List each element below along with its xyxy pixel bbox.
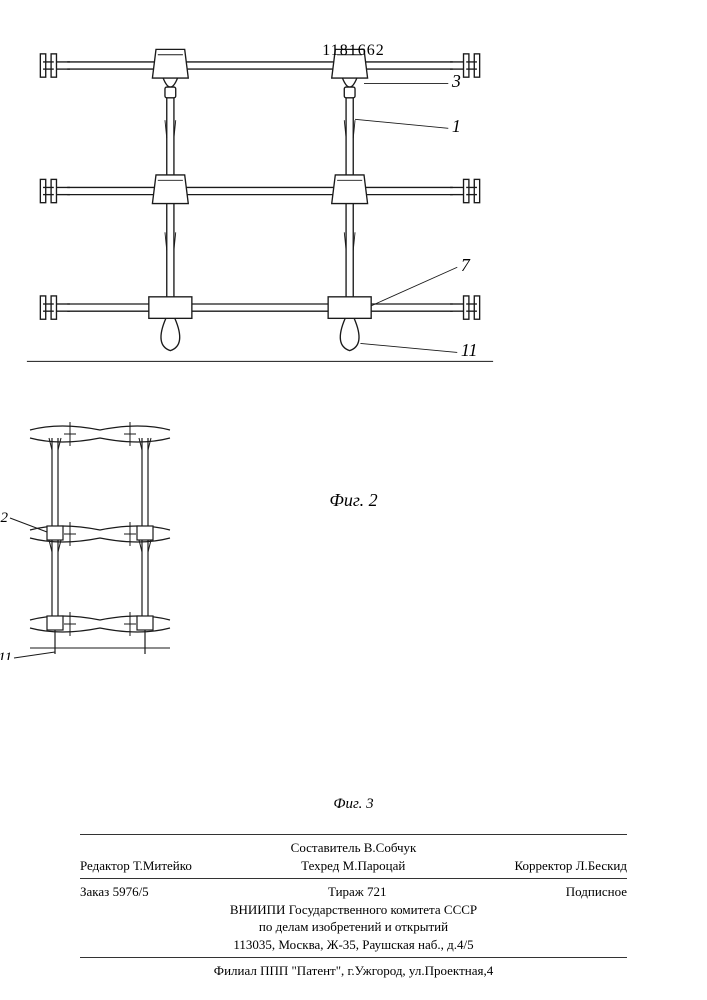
- figure-2-frame: 3 1 7 11: [0, 0, 520, 400]
- techred-name: М.Пароцай: [343, 858, 406, 873]
- editor-label: Редактор: [80, 858, 130, 873]
- tirazh-label: Тираж: [328, 884, 364, 899]
- compiler-name: В.Собчук: [364, 840, 417, 855]
- figure-3-svg: 2 11: [0, 400, 200, 660]
- document-number: 1181662: [0, 42, 707, 60]
- order-label: Заказ: [80, 884, 109, 899]
- subscription: Подписное: [566, 883, 627, 901]
- corrector-name: Л.Бескид: [576, 858, 627, 873]
- svg-text:7: 7: [461, 255, 471, 275]
- org-line-2: по делам изобретений и открытий: [80, 918, 627, 936]
- figure-3-frame: 2 11: [0, 400, 200, 660]
- divider: [80, 834, 627, 835]
- org-address: 113035, Москва, Ж-35, Раушская наб., д.4…: [80, 936, 627, 954]
- figure-2-caption: Фиг. 2: [0, 490, 707, 511]
- figure-3-caption: Фиг. 3: [0, 796, 707, 813]
- divider: [80, 878, 627, 879]
- order-value: 5976/5: [113, 884, 149, 899]
- svg-text:1: 1: [452, 116, 461, 136]
- tirazh-value: 721: [367, 884, 387, 899]
- svg-text:3: 3: [451, 71, 461, 91]
- techred-label: Техред: [301, 858, 339, 873]
- figure-2-svg: 3 1 7 11: [0, 0, 520, 400]
- corrector-label: Корректор: [514, 858, 572, 873]
- colophon-block: Составитель В.Собчук Редактор Т.Митейко …: [80, 830, 627, 980]
- svg-text:2: 2: [1, 510, 9, 526]
- compiler-label: Составитель: [291, 840, 361, 855]
- editor-name: Т.Митейко: [133, 858, 192, 873]
- divider: [80, 957, 627, 958]
- org-line-1: ВНИИПИ Государственного комитета СССР: [80, 901, 627, 919]
- svg-text:11: 11: [0, 650, 12, 660]
- svg-text:11: 11: [461, 340, 478, 360]
- branch-line: Филиал ППП "Патент", г.Ужгород, ул.Проек…: [80, 962, 627, 980]
